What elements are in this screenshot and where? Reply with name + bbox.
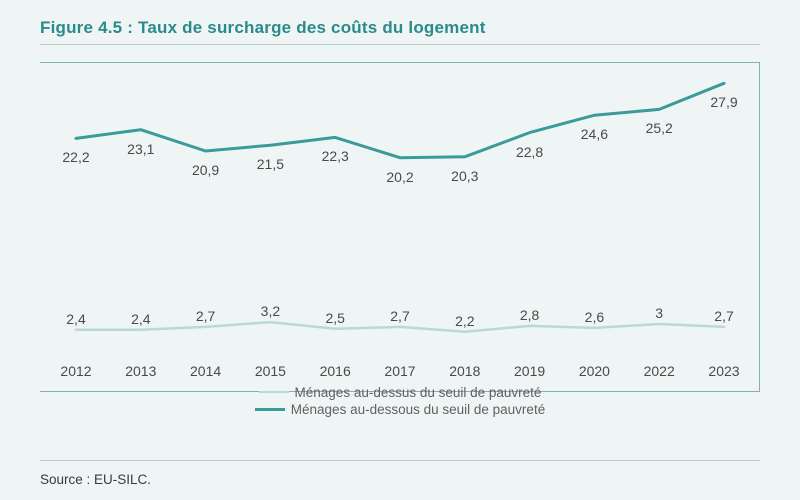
x-axis-label: 2017: [384, 363, 415, 379]
legend-row-1: Ménages au-dessus du seuil de pauvreté: [40, 381, 760, 400]
value-label-below_poverty: 20,2: [386, 169, 413, 185]
value-label-above_poverty: 2,8: [520, 307, 539, 323]
value-label-above_poverty: 2,6: [585, 309, 604, 325]
value-label-above_poverty: 2,7: [196, 308, 215, 324]
x-axis-label: 2020: [579, 363, 610, 379]
legend-swatch-below: [255, 408, 285, 411]
legend-label-below: Ménages au-dessous du seuil de pauvreté: [291, 402, 545, 417]
x-axis-label: 2015: [255, 363, 286, 379]
value-label-below_poverty: 22,8: [516, 144, 543, 160]
x-axis-label: 2022: [644, 363, 675, 379]
value-label-below_poverty: 21,5: [257, 156, 284, 172]
value-label-above_poverty: 2,4: [66, 311, 85, 327]
value-label-above_poverty: 3,2: [261, 303, 280, 319]
value-label-below_poverty: 20,9: [192, 162, 219, 178]
value-label-below_poverty: 27,9: [710, 94, 737, 110]
value-label-above_poverty: 2,2: [455, 313, 474, 329]
legend-label-above: Ménages au-dessus du seuil de pauvreté: [295, 385, 542, 400]
figure-container: Figure 4.5 : Taux de surcharge des coûts…: [0, 0, 800, 500]
source-rule: [40, 460, 760, 461]
x-axis-label: 2018: [449, 363, 480, 379]
x-axis-label: 2016: [320, 363, 351, 379]
value-label-above_poverty: 2,7: [390, 308, 409, 324]
value-label-below_poverty: 24,6: [581, 126, 608, 142]
legend-row-2: Ménages au-dessous du seuil de pauvreté: [40, 399, 760, 417]
plot-frame: 2012 2013 2014 2015 2016 2017 2018 2019 2020 2022…: [40, 62, 760, 392]
x-axis-label: 2023: [708, 363, 739, 379]
figure-title: Figure 4.5 : Taux de surcharge des coûts…: [40, 18, 486, 38]
value-label-above_poverty: 2,4: [131, 311, 150, 327]
chart-svg: [40, 63, 760, 393]
value-label-above_poverty: 2,5: [325, 310, 344, 326]
value-label-below_poverty: 25,2: [646, 120, 673, 136]
source-text: Source : EU-SILC.: [40, 472, 151, 487]
value-label-below_poverty: 20,3: [451, 168, 478, 184]
value-label-above_poverty: 3: [655, 305, 663, 321]
x-axis-label: 2012: [60, 363, 91, 379]
x-axis-label: 2019: [514, 363, 545, 379]
value-label-below_poverty: 22,2: [62, 149, 89, 165]
x-axis-label: 2013: [125, 363, 156, 379]
series-line-below_poverty: [76, 83, 724, 157]
value-label-below_poverty: 22,3: [322, 148, 349, 164]
legend-swatch-above: [259, 391, 289, 393]
x-axis-label: 2014: [190, 363, 221, 379]
title-rule: [40, 44, 760, 45]
value-label-below_poverty: 23,1: [127, 141, 154, 157]
value-label-above_poverty: 2,7: [714, 308, 733, 324]
